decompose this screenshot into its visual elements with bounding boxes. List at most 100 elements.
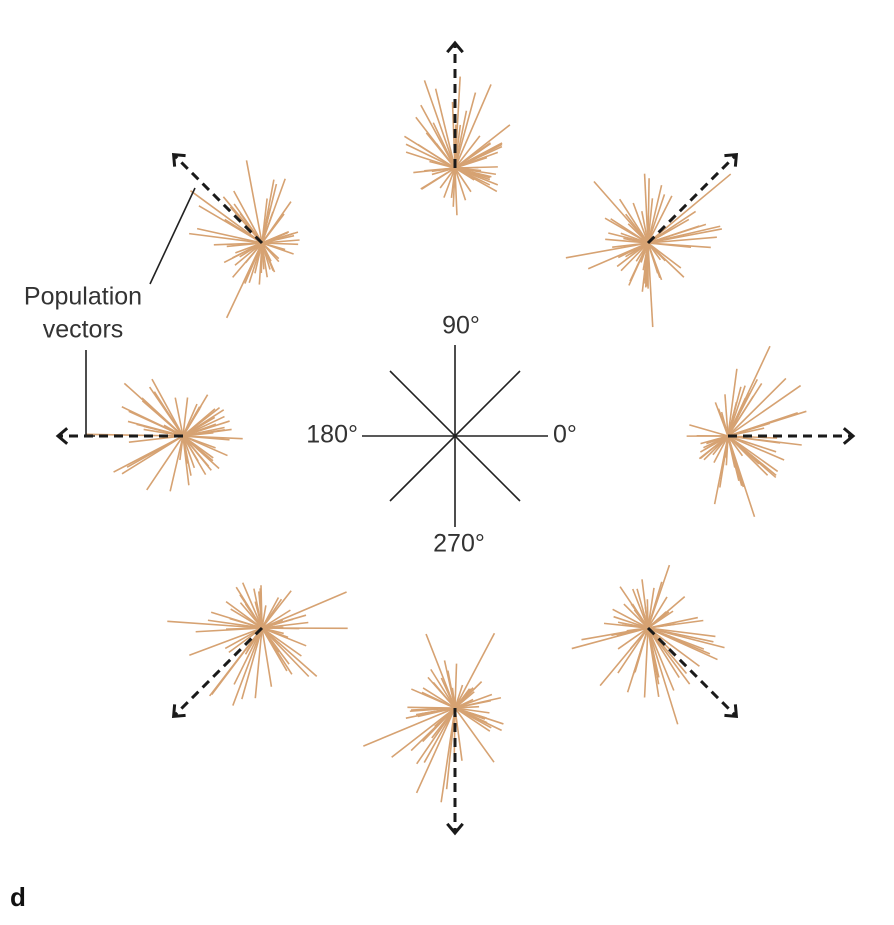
spoke: [113, 435, 184, 473]
spoke: [229, 617, 263, 629]
spoke: [423, 707, 456, 763]
vector-head: [446, 40, 464, 54]
spoke: [189, 627, 263, 657]
spoke: [454, 84, 492, 169]
spoke: [454, 167, 482, 172]
spoke: [647, 242, 711, 249]
spoke: [647, 627, 660, 685]
spoke: [435, 143, 456, 169]
spoke: [423, 80, 456, 169]
spoke: [127, 420, 184, 437]
spoke: [454, 167, 472, 193]
spoke: [454, 663, 458, 709]
spoke: [608, 232, 649, 244]
spoke: [439, 167, 456, 189]
spoke: [700, 435, 729, 445]
spoke: [647, 627, 705, 650]
spoke: [261, 242, 268, 278]
spoke: [454, 632, 496, 709]
vector-head: [55, 427, 69, 445]
spoke: [603, 622, 649, 629]
vector-shaft: [646, 153, 738, 245]
spoke: [254, 627, 263, 699]
spoke: [727, 435, 785, 461]
spoke: [636, 588, 649, 629]
spoke: [182, 403, 198, 437]
spoke: [643, 173, 649, 244]
spoke: [713, 435, 729, 464]
spoke: [647, 195, 673, 244]
spoke: [647, 619, 704, 629]
spoke: [593, 180, 649, 244]
angle-label: 180°: [306, 421, 358, 449]
spoke: [647, 223, 707, 244]
spoke: [260, 585, 263, 629]
spoke: [223, 242, 263, 264]
spoke: [167, 620, 263, 629]
spoke: [646, 599, 649, 629]
spoke: [422, 687, 456, 709]
spoke: [647, 564, 671, 629]
spoke: [619, 586, 649, 629]
population-vectors: [55, 40, 856, 836]
spoke: [720, 411, 729, 437]
spoke: [454, 684, 464, 709]
spoke: [454, 707, 490, 714]
spoke: [647, 627, 716, 638]
spoke: [182, 435, 220, 470]
spoke: [261, 242, 299, 246]
spoke: [647, 596, 668, 629]
spoke: [647, 242, 685, 278]
spoke: [241, 627, 263, 700]
spoke: [647, 184, 663, 244]
spoke: [226, 242, 263, 248]
spoke: [727, 410, 807, 437]
spoke: [647, 194, 666, 244]
spoke: [261, 597, 280, 629]
spoke: [261, 627, 276, 649]
spoke: [440, 707, 456, 803]
spoke: [224, 627, 263, 650]
spoke: [443, 660, 456, 709]
spoke: [405, 707, 456, 719]
spoke: [405, 143, 456, 169]
spoke: [727, 435, 779, 473]
spoke: [415, 707, 456, 794]
vector-head: [171, 704, 186, 719]
spoke: [222, 196, 263, 244]
spoke: [713, 435, 729, 505]
spoke: [454, 167, 492, 178]
spoke: [647, 198, 654, 244]
angle-label: 270°: [433, 530, 485, 558]
angle-label: 90°: [442, 312, 480, 340]
spoke: [182, 429, 225, 437]
spoke: [182, 415, 225, 437]
spoke: [599, 627, 649, 687]
spoke: [233, 627, 263, 685]
spoke: [261, 627, 310, 678]
spoke: [454, 696, 502, 709]
spoke: [424, 167, 456, 172]
spoke: [182, 435, 230, 441]
spoke: [403, 135, 456, 169]
spoke: [647, 218, 690, 244]
spoke: [689, 424, 729, 437]
spoke: [261, 242, 280, 263]
spoke: [454, 124, 511, 169]
spoke: [727, 345, 771, 437]
spoke: [632, 202, 649, 244]
spoke: [363, 707, 456, 747]
spoke: [605, 238, 649, 244]
spoke: [581, 627, 649, 641]
spoke: [391, 707, 456, 758]
spoke: [628, 242, 649, 286]
spoke: [189, 232, 263, 244]
spoke: [727, 368, 738, 437]
spoke: [198, 205, 263, 244]
spoke: [189, 190, 263, 244]
spoke: [703, 435, 729, 449]
spoke: [727, 383, 763, 437]
spoke: [727, 384, 802, 437]
vector-head: [724, 704, 739, 719]
spoke: [261, 201, 292, 244]
